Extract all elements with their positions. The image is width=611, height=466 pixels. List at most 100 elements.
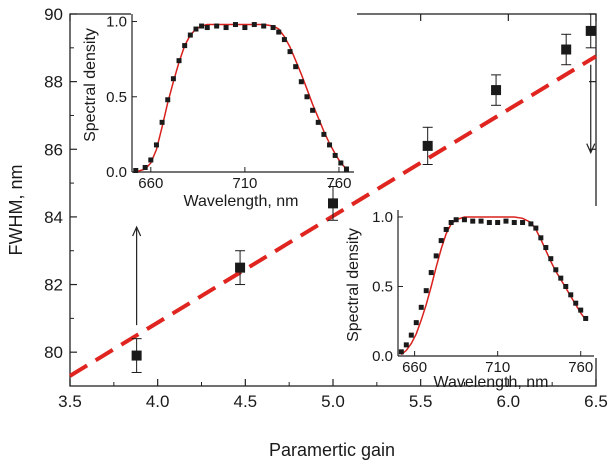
inset2-data-point — [548, 256, 554, 262]
inset1-data-point — [170, 76, 176, 82]
main-x-tick-label: 6.0 — [497, 392, 521, 411]
inset1-data-point — [315, 119, 321, 125]
main-y-tick-label: 88 — [44, 73, 63, 92]
inset1-data-point — [153, 142, 159, 148]
inset2-data-point — [558, 275, 564, 281]
inset2-data-point — [403, 342, 409, 348]
inset1-fit-curve — [135, 23, 348, 173]
inset2-data-point — [433, 253, 439, 259]
inset2-data-point — [438, 238, 444, 244]
inset2-x-tick-label: 660 — [402, 359, 427, 376]
inset1-y-tick-label: 0.5 — [106, 89, 127, 106]
inset2-background — [397, 206, 597, 358]
inset1-data-point — [343, 166, 349, 172]
main-x-tick-label: 3.5 — [58, 392, 82, 411]
inset2-data-point — [520, 220, 526, 226]
inset1-data-point — [281, 37, 287, 43]
inset2-data-point — [470, 218, 476, 224]
main-x-tick-label: 5.0 — [321, 392, 345, 411]
inset1-x-tick-label: 760 — [326, 175, 351, 192]
inset1-data-point — [232, 22, 238, 28]
data-point — [131, 350, 142, 361]
inset1-data-point — [287, 49, 293, 55]
inset2-data-point — [568, 292, 574, 298]
inset1-data-point — [251, 22, 257, 28]
inset1-data-point — [327, 142, 333, 148]
data-point — [328, 198, 338, 209]
data-point — [585, 25, 596, 36]
inset2-data-point — [428, 270, 434, 276]
inset2-data-point — [503, 218, 509, 224]
inset1-x-tick-label: 710 — [232, 175, 257, 192]
inset2-data-point — [423, 288, 429, 294]
main-x-tick-label: 4.0 — [146, 392, 170, 411]
inset1-data-point — [270, 25, 276, 31]
inset1-data-point — [310, 107, 316, 113]
inset2-y-label: Spectral density — [345, 228, 362, 342]
inset2-data-point — [553, 267, 559, 273]
main-y-tick-label: 90 — [44, 5, 63, 24]
inset2-data-point — [448, 220, 454, 226]
inset2-data-point — [573, 300, 579, 306]
inset1-data-point — [176, 58, 182, 64]
inset1-data-point — [223, 25, 229, 31]
data-point — [422, 140, 433, 151]
inset1-data-point — [338, 160, 344, 166]
inset1-data-point — [332, 152, 338, 158]
inset2-y-tick-label: 1.0 — [372, 209, 393, 226]
inset2-data-point — [533, 225, 539, 231]
inset2-y-tick-label: 0.0 — [372, 348, 393, 365]
inset2-data-point — [413, 320, 419, 326]
inset2-y-tick-label: 0.5 — [372, 278, 393, 295]
inset1-data-point — [182, 43, 188, 49]
inset2-x-tick-label: 710 — [485, 359, 510, 376]
inset1-data-point — [187, 32, 193, 38]
data-point — [235, 262, 246, 273]
inset1-data-point — [261, 23, 267, 29]
inset1-data-point — [293, 64, 299, 70]
inset1-data-point — [304, 94, 310, 100]
inset2-data-point — [418, 304, 424, 310]
arrow-head — [132, 225, 142, 237]
inset1-y-label: Spectral density — [82, 28, 99, 142]
inset2-data-point — [578, 307, 584, 313]
inset1-y-tick-label: 1.0 — [106, 14, 127, 31]
inset2-data-point — [443, 226, 449, 232]
inset1-data-point — [204, 25, 210, 31]
data-point — [561, 44, 572, 55]
main-x-tick-label: 4.5 — [234, 392, 258, 411]
main-x-tick-label: 6.5 — [584, 392, 608, 411]
inset1-data-point — [165, 97, 171, 103]
arrow-head — [586, 143, 596, 155]
main-y-tick-label: 84 — [44, 208, 63, 227]
inset2-data-point — [528, 221, 534, 227]
inset2-data-point — [543, 245, 549, 251]
data-point — [491, 85, 502, 96]
inset1-data-point — [214, 23, 220, 29]
main-y-tick-label: 80 — [44, 343, 63, 362]
inset2-data-point — [563, 283, 569, 289]
inset2-data-point — [461, 217, 467, 223]
inset1-data-point — [276, 29, 282, 35]
inset2-data-point — [398, 349, 404, 355]
main-y-tick-label: 86 — [44, 140, 63, 159]
inset2-data-point — [408, 332, 414, 338]
inset1-data-point — [142, 164, 148, 170]
x-axis-label: Paramertic gain — [269, 440, 395, 460]
inset1-data-point — [242, 25, 248, 31]
inset2-data-point — [583, 315, 589, 321]
inset1-data-point — [298, 79, 304, 85]
inset2-data-point — [511, 220, 517, 226]
inset2-data-point — [478, 218, 484, 224]
inset1-data-point — [133, 167, 139, 173]
inset2-data-point — [538, 235, 544, 241]
main-x-tick-label: 5.5 — [409, 392, 433, 411]
inset2-x-label: Wavelength, nm — [433, 374, 548, 391]
inset1-data-point — [159, 119, 165, 125]
inset1-data-point — [321, 131, 327, 137]
inset1-data-point — [199, 23, 205, 29]
inset1-y-tick-label: 0.0 — [106, 164, 127, 181]
inset1-x-tick-label: 660 — [138, 175, 163, 192]
inset1-data-point — [193, 26, 199, 32]
